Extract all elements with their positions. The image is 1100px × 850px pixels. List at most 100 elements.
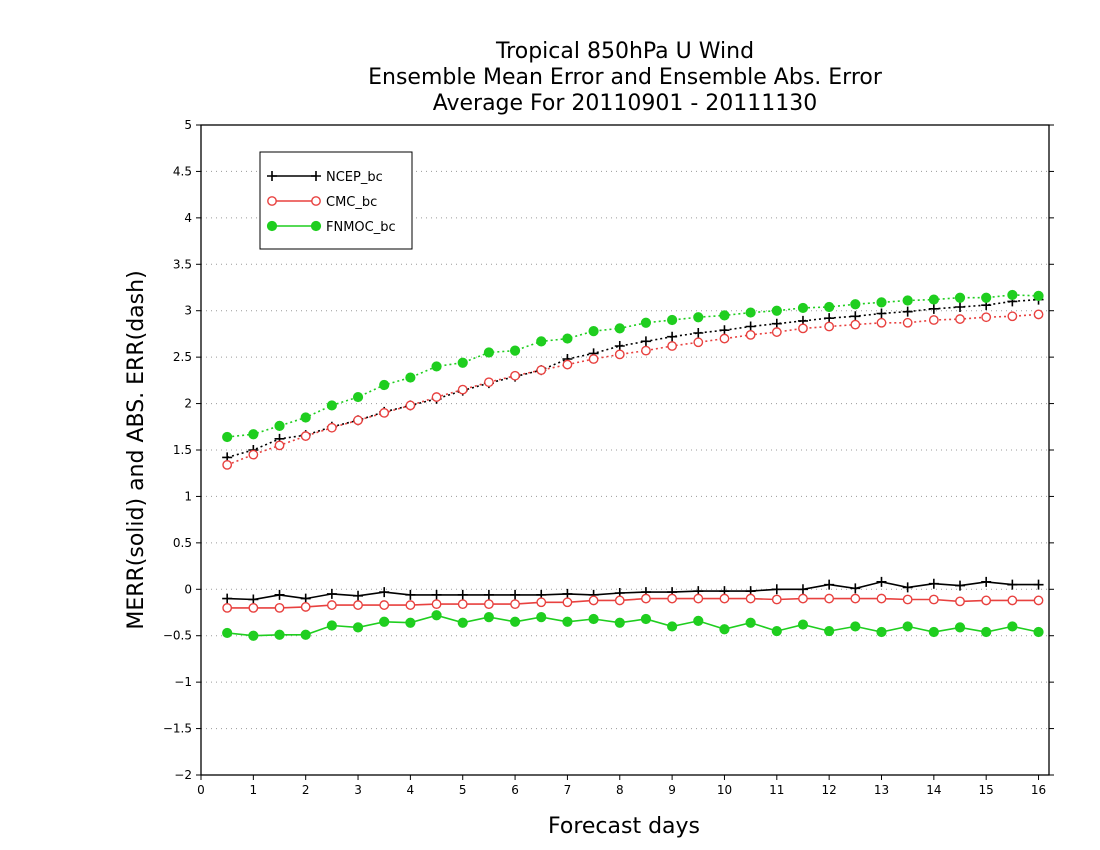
dot-marker bbox=[1007, 621, 1018, 632]
dot-marker bbox=[902, 295, 913, 306]
plus-marker bbox=[955, 580, 966, 591]
circle-marker bbox=[536, 365, 547, 376]
dot-marker bbox=[483, 347, 495, 358]
plus-marker bbox=[1007, 579, 1018, 590]
x-tick-label: 12 bbox=[822, 783, 837, 797]
y-tick-label: 2 bbox=[184, 397, 192, 411]
y-tick-label: 3 bbox=[184, 304, 192, 318]
dot-marker bbox=[536, 336, 547, 347]
circle-marker bbox=[850, 593, 861, 604]
x-tick-label: 13 bbox=[874, 783, 889, 797]
dot-marker bbox=[876, 297, 887, 308]
circle-marker bbox=[274, 440, 285, 451]
legend: NCEP_bc CMC_bc FNMOC_bc bbox=[259, 151, 413, 250]
dot-marker bbox=[379, 616, 390, 627]
dot-marker bbox=[824, 625, 835, 637]
plus-marker bbox=[483, 589, 494, 600]
circle-marker bbox=[457, 599, 468, 610]
circle-marker bbox=[1033, 595, 1044, 606]
circle-marker bbox=[562, 359, 573, 370]
abs-err-line bbox=[226, 298, 1039, 459]
circle-marker bbox=[798, 593, 808, 604]
dot-marker bbox=[850, 621, 861, 632]
dot-marker bbox=[928, 294, 939, 305]
plus-marker bbox=[928, 303, 939, 314]
circle-marker bbox=[824, 593, 835, 604]
circle-marker bbox=[588, 595, 599, 606]
plus-marker bbox=[771, 584, 782, 595]
y-tick-label: −1.5 bbox=[163, 722, 192, 736]
chart-title: Tropical 850hPa U Wind Ensemble Mean Err… bbox=[368, 39, 883, 116]
x-tick-label: 10 bbox=[717, 783, 732, 797]
abs-err-line bbox=[227, 294, 1039, 438]
plus-marker bbox=[222, 593, 233, 604]
x-tick-label: 7 bbox=[564, 783, 572, 797]
legend-label: NCEP_bc bbox=[326, 170, 383, 185]
circle-marker bbox=[379, 407, 390, 418]
dot-marker bbox=[954, 292, 966, 303]
circle-marker bbox=[1007, 595, 1018, 606]
y-tick-label: 1 bbox=[184, 489, 192, 503]
circle-marker bbox=[824, 321, 835, 332]
plus-marker bbox=[667, 331, 678, 342]
circle-marker bbox=[902, 317, 913, 328]
dot-marker bbox=[640, 613, 652, 625]
circle-marker bbox=[311, 196, 321, 206]
dot-marker bbox=[797, 302, 809, 314]
circle-marker bbox=[248, 602, 259, 613]
plus-marker bbox=[640, 336, 651, 347]
circle-marker bbox=[222, 602, 233, 613]
dot-marker bbox=[274, 629, 285, 640]
dot-marker bbox=[1033, 290, 1044, 301]
dot-marker bbox=[326, 400, 337, 411]
circle-marker bbox=[641, 345, 651, 356]
dot-marker bbox=[222, 627, 233, 639]
plus-marker bbox=[311, 171, 321, 181]
abs-err-line bbox=[226, 313, 1039, 466]
dot-marker bbox=[745, 307, 756, 318]
x-tick-label: 14 bbox=[926, 783, 941, 797]
x-tick-label: 1 bbox=[250, 783, 258, 797]
circle-marker bbox=[510, 599, 520, 610]
circle-marker bbox=[300, 602, 311, 612]
plus-marker bbox=[693, 328, 704, 338]
dot-marker bbox=[928, 626, 939, 638]
dot-marker bbox=[693, 615, 704, 626]
plus-marker bbox=[267, 171, 277, 181]
plus-marker bbox=[405, 589, 416, 600]
dot-marker bbox=[248, 429, 259, 440]
dot-marker bbox=[405, 617, 416, 628]
circle-marker bbox=[641, 593, 651, 604]
plot-area bbox=[222, 289, 1044, 641]
dot-marker bbox=[457, 617, 468, 628]
x-tick-label: 6 bbox=[511, 783, 519, 797]
dot-marker bbox=[562, 616, 573, 627]
circle-marker bbox=[771, 327, 782, 337]
dot-marker bbox=[954, 622, 966, 633]
x-tick-label: 16 bbox=[1031, 783, 1046, 797]
circle-marker bbox=[379, 600, 390, 610]
circle-marker bbox=[693, 337, 704, 348]
dot-marker bbox=[771, 625, 782, 637]
series-cmc-bc bbox=[222, 309, 1044, 613]
plus-marker bbox=[824, 579, 835, 590]
y-tick-label: 3.5 bbox=[173, 257, 192, 271]
plot-frame bbox=[200, 124, 1050, 776]
dot-marker bbox=[797, 619, 809, 630]
grid bbox=[201, 170, 1049, 730]
circle-marker bbox=[614, 595, 625, 606]
plus-marker bbox=[955, 302, 966, 312]
circle-marker bbox=[274, 602, 285, 613]
dot-marker bbox=[667, 621, 678, 632]
plus-marker bbox=[850, 311, 861, 322]
circle-marker bbox=[431, 599, 442, 610]
circle-marker bbox=[510, 370, 520, 381]
dot-marker bbox=[222, 431, 233, 443]
x-tick-label: 11 bbox=[769, 783, 784, 797]
dot-marker bbox=[248, 630, 259, 641]
x-tick-label: 5 bbox=[459, 783, 467, 797]
circle-marker bbox=[902, 594, 913, 605]
dot-marker bbox=[352, 622, 364, 633]
circle-marker bbox=[248, 449, 259, 460]
circle-marker bbox=[536, 597, 547, 608]
